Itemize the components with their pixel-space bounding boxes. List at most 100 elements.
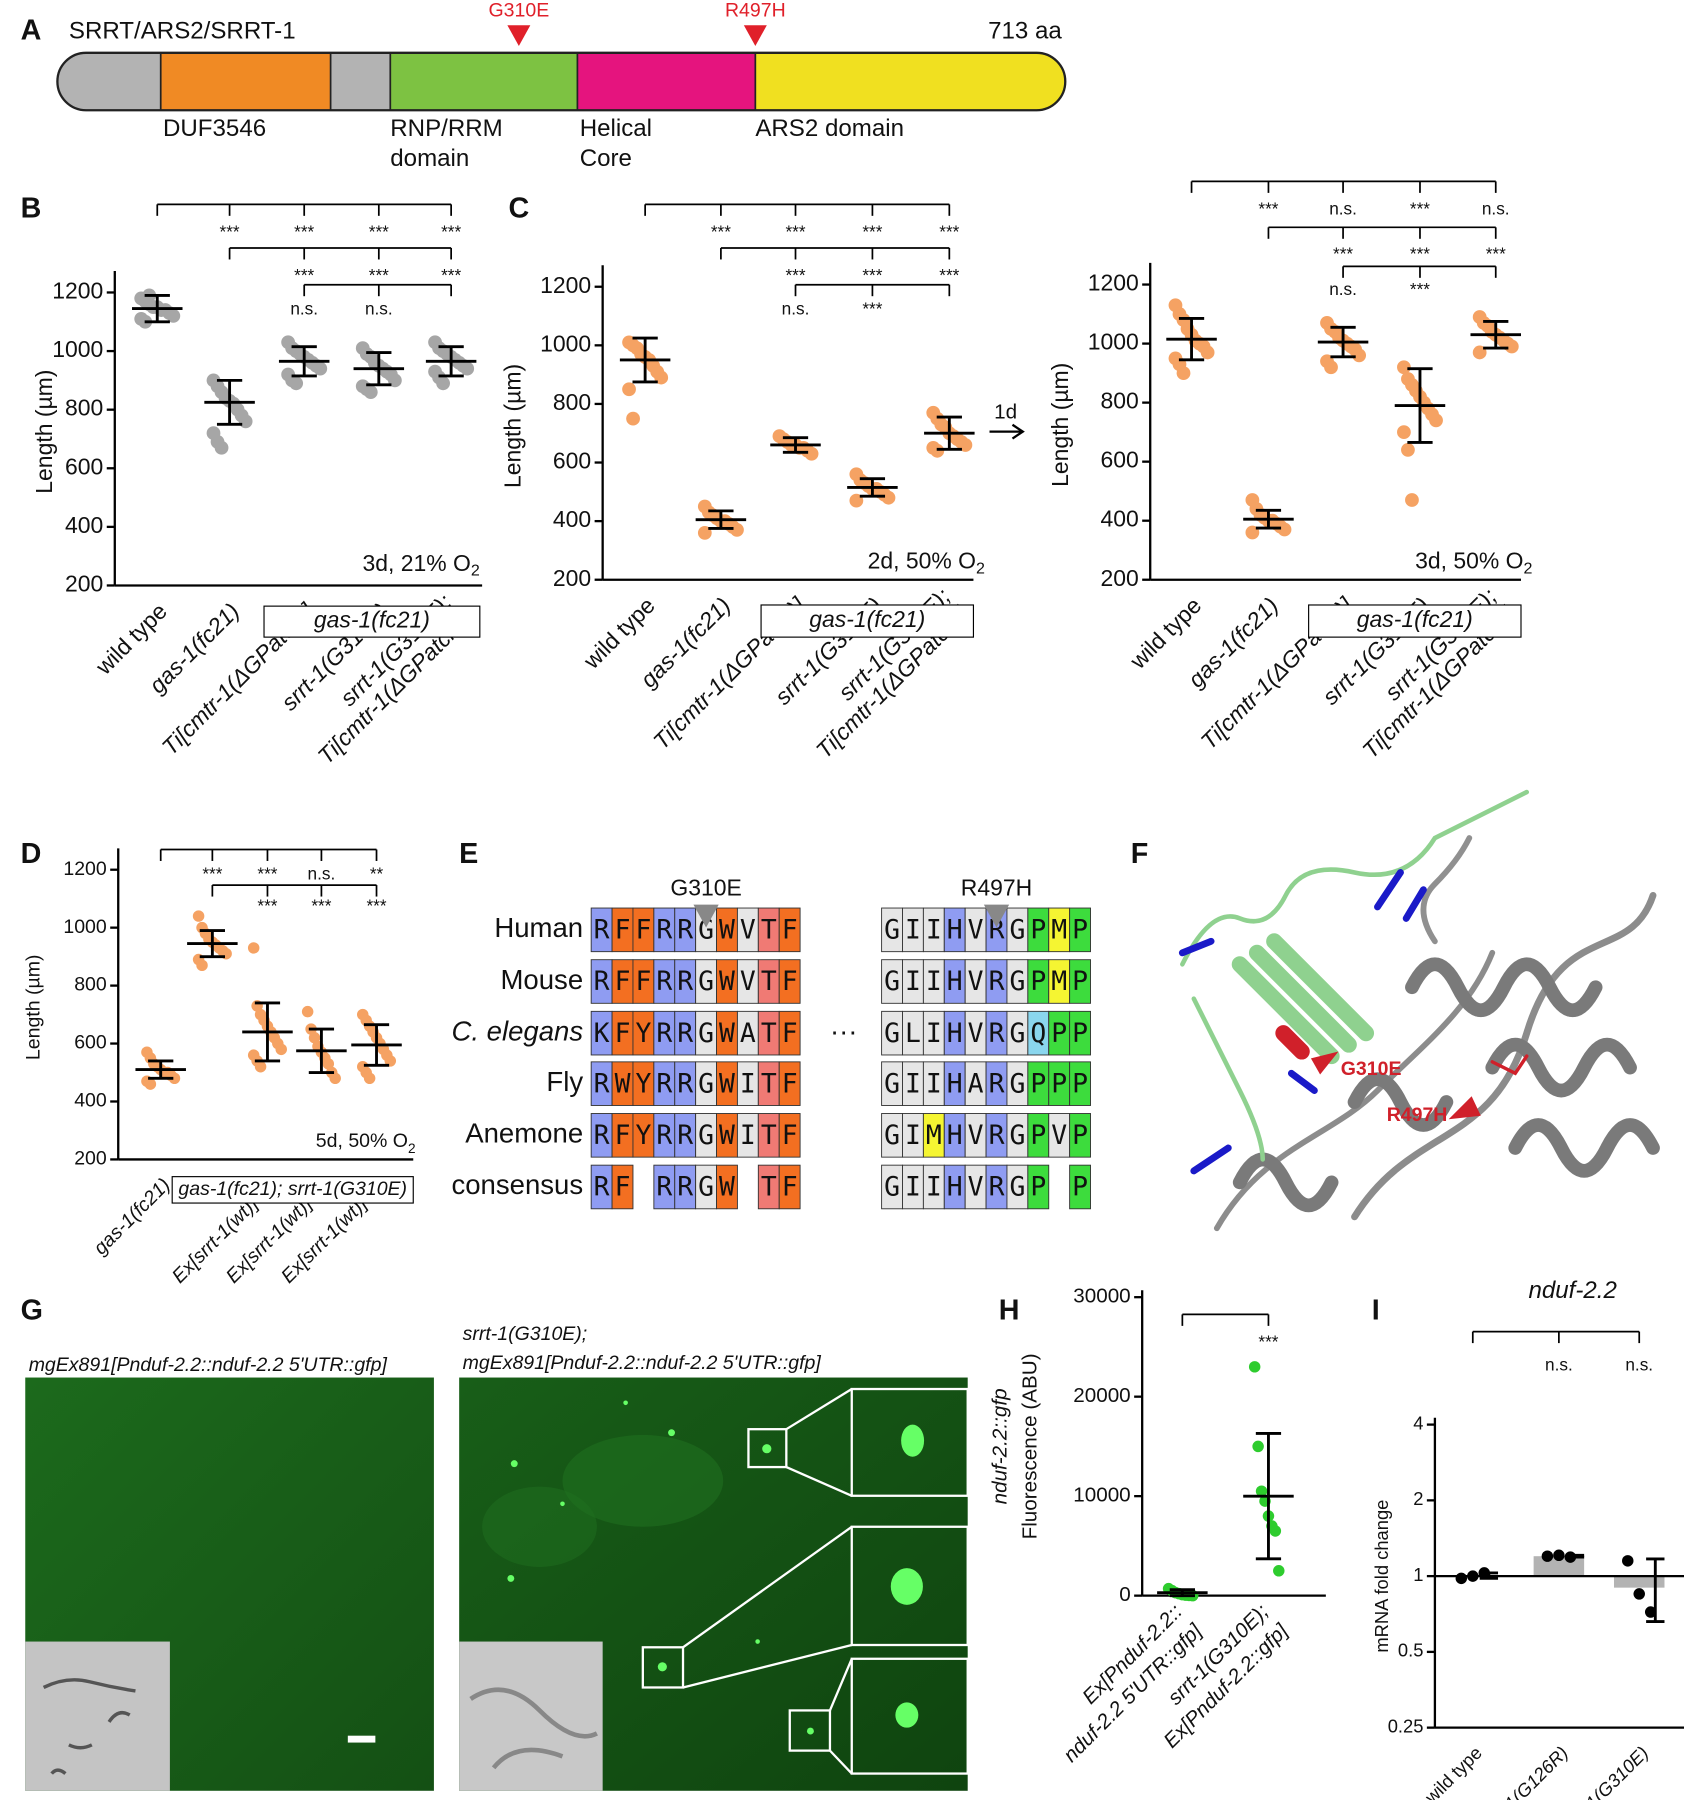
significance-label: ***: [441, 222, 461, 242]
significance-label: ***: [369, 222, 389, 242]
y-axis-title: Length (µm): [1047, 363, 1073, 487]
panel-label: A: [21, 15, 42, 47]
data-point: [1644, 1606, 1657, 1618]
residue-cell: [778, 1010, 801, 1056]
data-point: [363, 1072, 376, 1085]
zoom-boxes: [641, 1387, 969, 1775]
y-tick-label: 600: [553, 448, 591, 474]
group-label: gas-1(fc21); srrt-1(G310E): [178, 1178, 407, 1200]
data-point: [329, 1072, 341, 1085]
significance-label: n.s.: [1329, 199, 1357, 219]
domain-label: domain: [390, 145, 469, 172]
y-tick-label: 600: [1100, 447, 1138, 473]
panel-label: E: [459, 838, 478, 870]
data-point: [1176, 366, 1191, 380]
data-point: [313, 361, 328, 376]
significance-label: ***: [785, 265, 805, 285]
data-point: [849, 493, 864, 508]
residue-cell: [1069, 1164, 1091, 1210]
significance-label: n.s.: [1545, 1355, 1573, 1375]
brightfield-inset: [459, 1641, 603, 1791]
residue-cell: [778, 959, 801, 1004]
significance-label: ***: [711, 222, 731, 242]
panel-label: B: [21, 193, 42, 225]
y-tick-label: 1000: [1088, 329, 1139, 355]
y-tick-label: 20000: [1073, 1384, 1130, 1407]
significance-label: ***: [785, 222, 805, 242]
residue-cell: [611, 1164, 634, 1210]
x-tick-label-group: wild type: [1420, 1742, 1486, 1800]
y-tick-label: 200: [1100, 565, 1138, 591]
condition-text: 5d, 50% O: [316, 1130, 408, 1152]
significance-label: ***: [862, 299, 882, 319]
data-point: [192, 910, 205, 922]
data-point: [804, 446, 819, 461]
condition-text: 3d, 21% O: [363, 550, 471, 576]
y-axis-title: Length (µm): [499, 364, 525, 488]
significance-label: ***: [862, 265, 882, 285]
domain-label: RNP/RRM: [390, 115, 502, 142]
data-point: [1248, 1361, 1261, 1373]
condition-text: 2d, 50% O: [868, 548, 976, 574]
y-tick-label: 600: [74, 1032, 107, 1054]
worm: [469, 1687, 598, 1770]
x-tick-label-group: cmtr-1(G126R): [1471, 1742, 1572, 1800]
arrowhead: [1448, 1096, 1481, 1120]
protein-name: SRRT/ARS2/SRRT-1: [69, 18, 296, 45]
group-label: gas-1(fc21): [1357, 606, 1473, 632]
residue-cell: [1069, 1061, 1091, 1106]
data-point: [168, 1072, 181, 1085]
data-point: [144, 1078, 157, 1090]
marker-triangle: [693, 904, 719, 928]
residue-cell: [778, 907, 801, 953]
chart-title: nduf-2.2: [1528, 1277, 1617, 1304]
y-tick-label: 200: [65, 571, 103, 597]
data-point: [214, 440, 229, 455]
y-tick-label: 400: [65, 512, 103, 538]
residue-cell: [716, 1164, 738, 1210]
domain-segment: [57, 52, 161, 111]
significance-label: ***: [294, 222, 314, 242]
significance-label: ***: [369, 265, 389, 285]
data-point: [384, 1055, 397, 1067]
alignment-gap: ···: [830, 1015, 858, 1046]
residue-cell: [1069, 959, 1091, 1004]
marker-triangle: [983, 904, 1010, 928]
panel-label: G: [21, 1295, 43, 1327]
y-tick-label: 0.25: [1388, 1715, 1424, 1736]
y-tick-label: 1200: [1088, 270, 1139, 296]
data-point: [275, 1043, 287, 1056]
significance-label: ***: [294, 265, 314, 285]
significance-label: ***: [939, 222, 959, 242]
transition-label: 1d: [994, 401, 1017, 424]
data-point: [363, 385, 378, 399]
condition-subscript: 2: [976, 560, 985, 578]
bar: [1613, 1576, 1665, 1588]
y-tick-label: 30000: [1073, 1285, 1130, 1308]
data-point: [308, 1032, 321, 1044]
scale-bar: [347, 1735, 376, 1743]
data-point: [1269, 1525, 1282, 1537]
y-tick-label: 200: [74, 1148, 107, 1170]
data-point: [1255, 1485, 1268, 1497]
mutation-marker: [743, 25, 767, 46]
significance-label: n.s.: [308, 863, 336, 883]
data-point: [1622, 1555, 1634, 1567]
y-tick-label: 800: [74, 974, 107, 996]
data-point: [436, 376, 450, 391]
domain-label: Helical: [580, 115, 652, 142]
data-point: [254, 1060, 267, 1073]
species-label: Fly: [546, 1066, 583, 1097]
glow: [562, 1434, 724, 1527]
mutation-label: G310E: [1341, 1058, 1402, 1080]
glow: [482, 1486, 597, 1567]
worm: [42, 1678, 136, 1775]
x-tick-label: gas-1(fc21): [89, 1174, 174, 1259]
significance-label: n.s.: [290, 299, 318, 319]
panel-label: I: [1372, 1295, 1380, 1327]
condition-subscript: 2: [1524, 560, 1533, 578]
group-box: [171, 1176, 414, 1204]
data-point: [1401, 442, 1415, 457]
y-tick-label: 1000: [63, 916, 107, 938]
